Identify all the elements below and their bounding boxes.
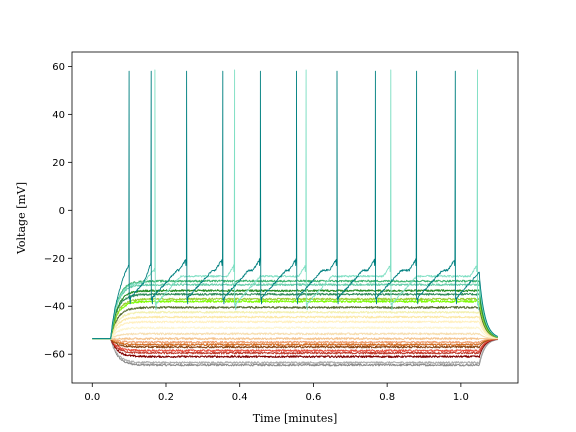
voltage-trace-17 xyxy=(92,297,498,340)
voltage-trace-22 xyxy=(92,69,498,340)
x-tick-label: 0.2 xyxy=(158,392,174,403)
voltage-trace-5 xyxy=(92,338,498,353)
voltage-trace-15 xyxy=(92,306,498,340)
y-tick-label: −20 xyxy=(44,254,65,265)
voltage-trace-16 xyxy=(92,300,498,340)
series-layer xyxy=(92,69,498,367)
x-tick-label: 0.0 xyxy=(84,392,100,403)
x-tick-label: 1.0 xyxy=(453,392,469,403)
voltage-trace-21 xyxy=(92,279,498,340)
voltage-trace-20 xyxy=(92,283,498,340)
voltage-trace-13 xyxy=(92,315,498,340)
voltage-trace-10 xyxy=(92,332,498,340)
x-tick-label: 0.6 xyxy=(305,392,321,403)
voltage-trace-7 xyxy=(92,338,498,347)
voltage-trace-3 xyxy=(92,337,498,359)
voltage-trace-14 xyxy=(92,310,498,340)
x-tick-label: 0.4 xyxy=(232,392,248,403)
voltage-trace-6 xyxy=(92,338,498,349)
voltage-trace-4 xyxy=(92,337,498,355)
plot-frame xyxy=(71,51,519,384)
y-tick-label: 20 xyxy=(52,158,65,169)
y-axis: −60 −40 −20 0 20 40 60 xyxy=(44,62,72,361)
y-tick-label: 0 xyxy=(59,206,65,217)
y-tick-label: −60 xyxy=(44,350,65,361)
y-tick-label: 60 xyxy=(52,62,65,73)
voltage-trace-9 xyxy=(92,337,498,341)
voltage-trace-2 xyxy=(92,338,498,365)
voltage-trace-23 xyxy=(92,70,498,340)
x-axis-label: Time [minutes] xyxy=(253,412,338,425)
voltage-trace-11 xyxy=(92,326,498,340)
x-tick-label: 0.8 xyxy=(379,392,395,403)
voltage-trace-1 xyxy=(92,338,498,367)
voltage-trace-8 xyxy=(92,338,498,344)
y-axis-label: Voltage [mV] xyxy=(15,182,28,255)
y-tick-label: −40 xyxy=(44,302,65,313)
y-tick-label: 40 xyxy=(52,110,65,121)
x-axis: 0.0 0.2 0.4 0.6 0.8 1.0 xyxy=(84,383,469,403)
voltage-trace-12 xyxy=(92,320,498,340)
voltage-trace-18 xyxy=(92,292,498,340)
